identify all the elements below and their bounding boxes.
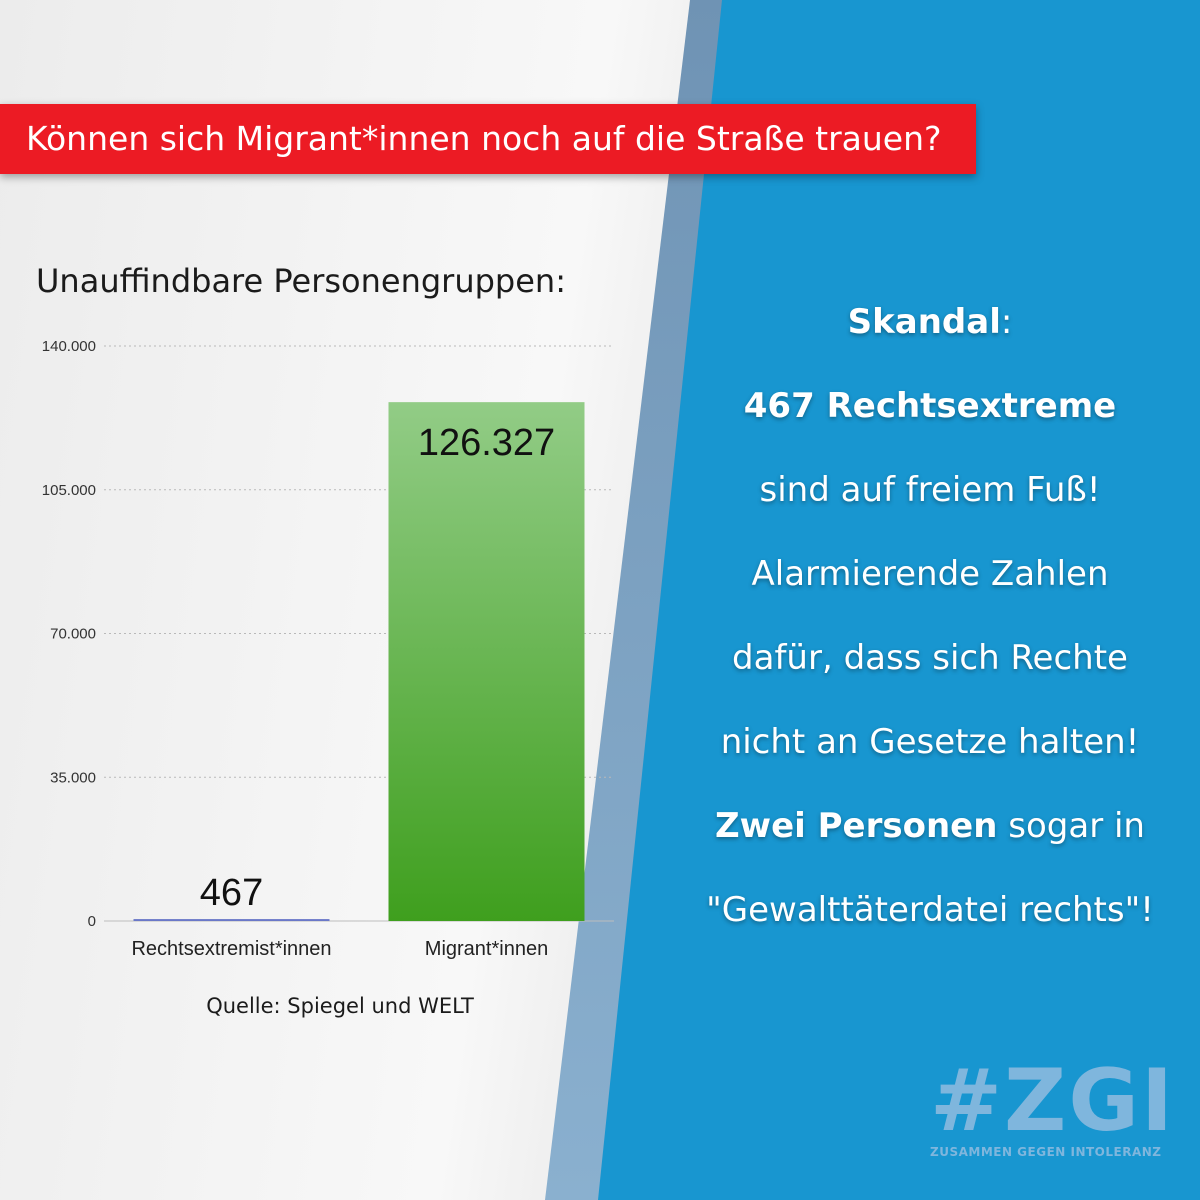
y-tick-label: 105.000	[42, 482, 96, 499]
x-category-label: Rechtsextremist*innen	[131, 938, 331, 960]
headline-text: Können sich Migrant*innen noch auf die S…	[26, 119, 942, 158]
statement-skandal: Skandal	[847, 302, 1001, 342]
statement-line-8: "Gewalttäterdatei rechts"!	[706, 890, 1154, 930]
bar-value-label: 126.327	[418, 422, 555, 464]
statement-line-6: nicht an Gesetze halten!	[720, 722, 1140, 762]
chart-title: Unauffindbare Personengruppen:	[36, 262, 566, 300]
bar-value-label: 467	[200, 872, 263, 914]
y-tick-label: 70.000	[50, 626, 96, 643]
logo-hashtag: #ZGI	[930, 1051, 1176, 1151]
zgi-logo: #ZGI ZUSAMMEN GEGEN INTOLERANZ	[930, 1051, 1176, 1159]
y-tick-label: 140.000	[42, 338, 96, 355]
y-tick-label: 0	[88, 913, 96, 930]
bar-2	[388, 402, 585, 921]
statement-block: Skandal: 467 Rechtsextreme sind auf frei…	[660, 280, 1200, 952]
statement-line-1: Skandal:	[660, 280, 1200, 364]
x-category-label: Migrant*innen	[425, 938, 548, 960]
statement-line-7: Zwei Personen sogar in	[660, 784, 1200, 868]
statement-line-4: Alarmierende Zahlen	[751, 554, 1109, 594]
statement-line-5: dafür, dass sich Rechte	[732, 638, 1128, 678]
statement-sogar-in: sogar in	[997, 806, 1145, 846]
bar-1	[133, 919, 330, 921]
logo-subtitle: ZUSAMMEN GEGEN INTOLERANZ	[930, 1145, 1162, 1159]
bar-chart: 0 35.000 70.000 105.000 140.000 467 Rechtsextr…	[42, 338, 614, 960]
source-note: Quelle: Spiegel und WELT	[206, 994, 474, 1018]
statement-line-2: 467 Rechtsextreme	[743, 386, 1117, 426]
headline-banner: Können sich Migrant*innen noch auf die S…	[0, 104, 976, 174]
statement-colon: :	[1000, 302, 1013, 342]
statement-line-3: sind auf freiem Fuß!	[759, 470, 1101, 510]
y-tick-label: 35.000	[50, 769, 96, 786]
statement-zwei-personen: Zwei Personen	[715, 806, 998, 846]
